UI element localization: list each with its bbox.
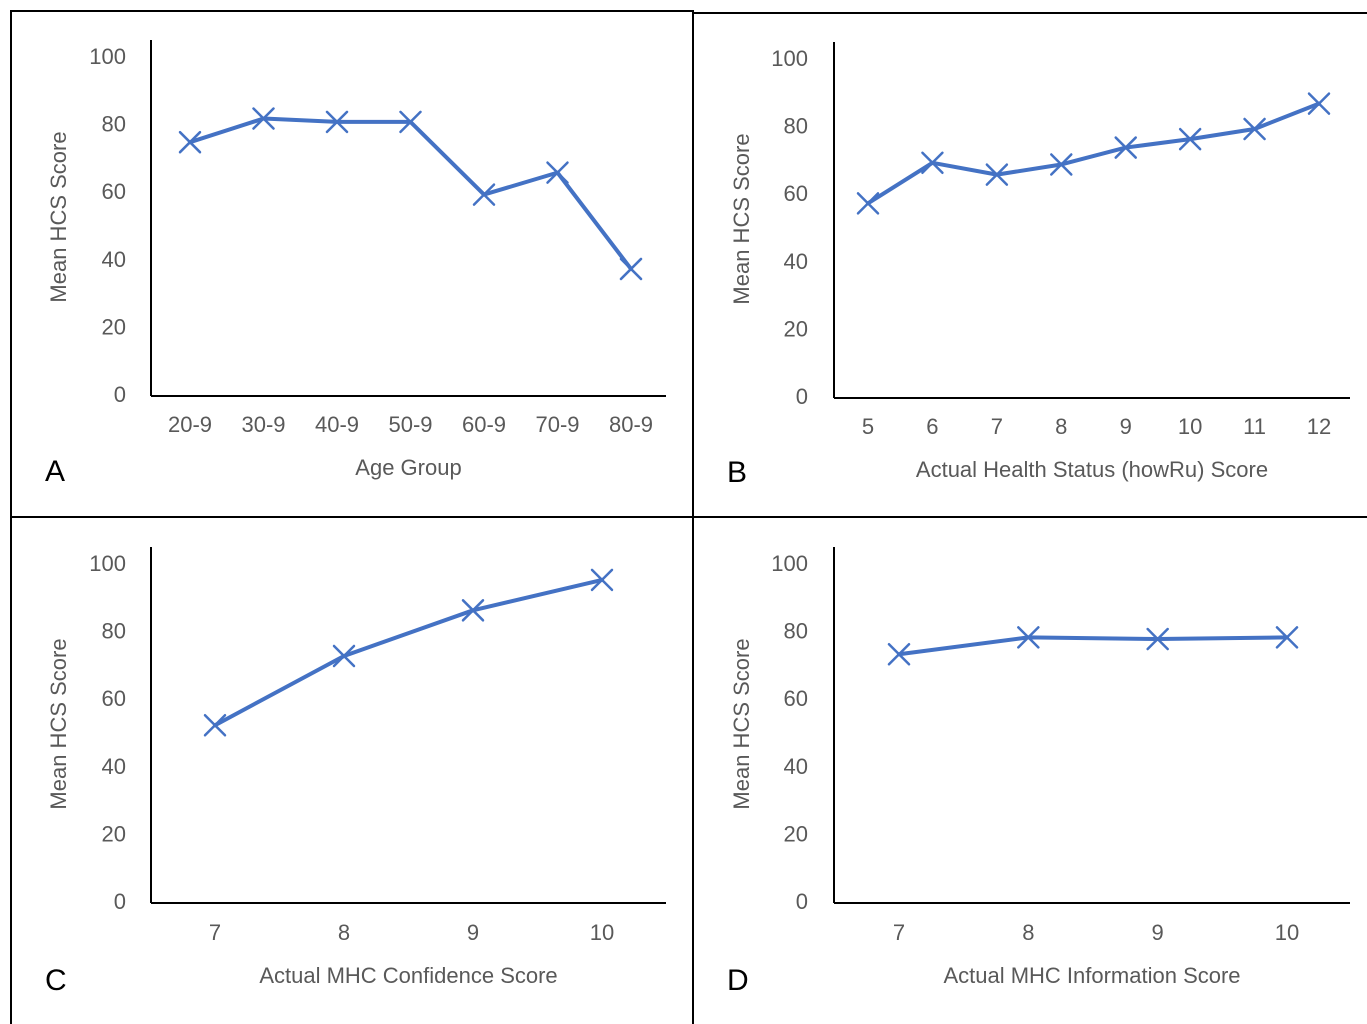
panel-a-data-point-marker xyxy=(399,110,422,134)
panel-a-letter: A xyxy=(45,455,65,488)
panel-d-x-tick-label: 8 xyxy=(1022,920,1034,945)
panel-a-y-tick-label: 100 xyxy=(89,44,126,69)
panel-c-letter: C xyxy=(45,964,67,997)
panel-a-data-point-marker xyxy=(252,107,275,130)
panel-a-series-line xyxy=(188,116,633,271)
panel-c-x-tick-label: 8 xyxy=(338,920,350,945)
panel-b-y-tick-label: 60 xyxy=(784,181,808,206)
panel-c-y-tick-label: 60 xyxy=(102,686,126,711)
panel-c-y-tick-label: 80 xyxy=(102,619,126,644)
panel-b-data-point-marker xyxy=(1114,136,1137,159)
panel-b-x-tick-label: 6 xyxy=(926,414,938,439)
panel-a-x-axis-title: Age Group xyxy=(355,455,461,480)
panel-a-frame xyxy=(10,10,694,518)
panel-a-data-point-marker xyxy=(472,183,496,206)
panel-d-x-axis-title: Actual MHC Information Score xyxy=(943,963,1240,988)
panel-b-data-point-marker xyxy=(856,192,880,215)
panel-d-y-tick-label: 80 xyxy=(784,619,808,644)
panel-d-y-tick-label: 40 xyxy=(784,754,808,779)
panel-a-y-tick-label: 60 xyxy=(102,179,126,204)
panel-b-letter: B xyxy=(727,456,747,489)
panel-b-x-tick-label: 8 xyxy=(1055,414,1067,439)
panel-b-x-tick-label: 12 xyxy=(1307,414,1331,439)
panel-a-x-tick-label: 70-9 xyxy=(535,412,579,437)
panel-c-data-point-marker xyxy=(590,568,614,592)
panel-b-y-tick-label: 80 xyxy=(784,114,808,139)
panel-a-data-point-marker xyxy=(546,161,569,184)
panel-d-x-tick-label: 10 xyxy=(1275,920,1299,945)
panel-b-x-tick-label: 9 xyxy=(1120,414,1132,439)
panel-b-data-point-marker xyxy=(985,163,1009,186)
panel-b-y-tick-label: 100 xyxy=(771,46,808,71)
panel-a-x-tick-label: 30-9 xyxy=(241,412,285,437)
panel-c-x-tick-label: 9 xyxy=(467,920,479,945)
panel-c-y-axis-title: Mean HCS Score xyxy=(46,638,71,809)
panel-b-frame xyxy=(694,12,1367,518)
panel-a-y-tick-label: 0 xyxy=(114,382,126,407)
panel-b-x-axis-title: Actual Health Status (howRu) Score xyxy=(916,457,1268,482)
panel-b-series-line xyxy=(866,101,1321,206)
panel-d-data-point-marker xyxy=(887,643,911,666)
panel-d-data-point-marker xyxy=(1275,626,1299,649)
panel-c-data-point-marker xyxy=(203,713,227,737)
panel-b-y-tick-label: 40 xyxy=(784,249,808,274)
panel-c-x-tick-label: 7 xyxy=(209,920,221,945)
panel-d-data-point-marker xyxy=(1017,626,1040,649)
panel-a-y-tick-label: 40 xyxy=(102,247,126,272)
panel-c-y-tick-label: 0 xyxy=(114,889,126,914)
panel-b-x-tick-label: 11 xyxy=(1243,414,1266,439)
panel-a-data-point-marker xyxy=(325,110,349,134)
panel-b-y-axis-title: Mean HCS Score xyxy=(729,133,754,304)
panel-d-x-tick-label: 7 xyxy=(893,920,905,945)
panel-a-x-tick-label: 60-9 xyxy=(462,412,506,437)
panel-b-data-point-marker xyxy=(1178,127,1202,151)
panel-c-series-line xyxy=(213,577,604,728)
panel-d-x-tick-label: 9 xyxy=(1152,920,1164,945)
panel-b-data-point-marker xyxy=(1243,117,1266,141)
panel-b-data-point-marker xyxy=(1307,92,1331,115)
panel-a-y-axis-title: Mean HCS Score xyxy=(46,131,71,302)
panel-d-y-tick-label: 0 xyxy=(796,889,808,914)
panel-b-x-tick-label: 5 xyxy=(862,414,874,439)
panel-c-frame xyxy=(10,518,694,1024)
panel-b-data-point-marker xyxy=(921,151,944,175)
panel-a-y-tick-label: 80 xyxy=(102,112,126,137)
panel-a-x-tick-label: 80-9 xyxy=(609,412,653,437)
panel-d-data-point-marker xyxy=(1146,627,1169,651)
panel-b-y-tick-label: 20 xyxy=(784,316,808,341)
panel-a-x-tick-label: 20-9 xyxy=(168,412,212,437)
panel-c-x-tick-label: 10 xyxy=(590,920,614,945)
panel-c-y-tick-label: 20 xyxy=(102,821,126,846)
panel-a-data-point-marker xyxy=(178,130,202,154)
panel-a-x-tick-label: 40-9 xyxy=(315,412,359,437)
panel-a-x-tick-label: 50-9 xyxy=(388,412,432,437)
panel-d-y-tick-label: 20 xyxy=(784,821,808,846)
panel-d-y-axis-title: Mean HCS Score xyxy=(729,638,754,809)
panel-c-data-point-marker xyxy=(461,599,485,622)
panel-d-series-line xyxy=(897,635,1289,657)
panel-d-y-tick-label: 100 xyxy=(771,551,808,576)
panel-d-letter: D xyxy=(727,964,749,997)
panel-c-x-axis-title: Actual MHC Confidence Score xyxy=(259,963,557,988)
panel-b-x-tick-label: 10 xyxy=(1178,414,1202,439)
panel-b-y-tick-label: 0 xyxy=(796,384,808,409)
panel-c-y-tick-label: 100 xyxy=(89,551,126,576)
panel-b-data-point-marker xyxy=(1050,153,1073,176)
panel-b-x-tick-label: 7 xyxy=(991,414,1003,439)
panel-c-data-point-marker xyxy=(332,644,356,668)
panel-c-y-tick-label: 40 xyxy=(102,754,126,779)
panel-d-y-tick-label: 60 xyxy=(784,686,808,711)
panel-a-data-point-marker xyxy=(619,257,643,281)
panel-a-y-tick-label: 20 xyxy=(102,314,126,339)
